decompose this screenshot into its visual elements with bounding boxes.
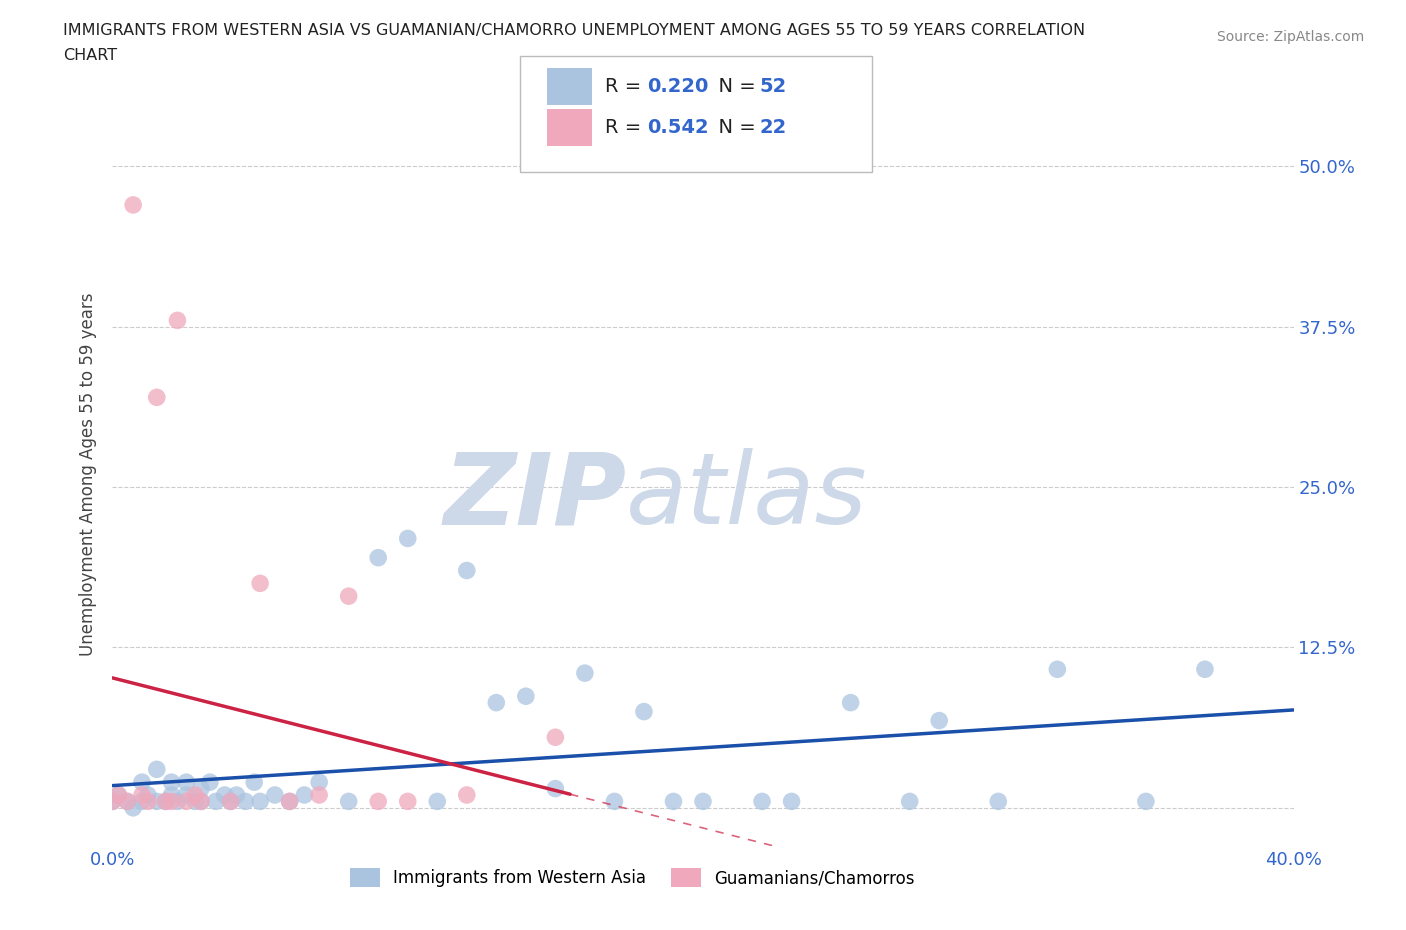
Point (131, 775, 153, 790)
Point (1135, 794, 1157, 809)
Text: R =: R = (605, 118, 647, 137)
Point (308, 775, 330, 790)
Point (839, 696, 862, 711)
Point (101, 794, 124, 809)
Text: Source: ZipAtlas.com: Source: ZipAtlas.com (1216, 30, 1364, 44)
Point (155, 794, 177, 809)
Point (101, 794, 124, 809)
Point (205, 794, 228, 809)
Point (662, 794, 685, 809)
Legend: Immigrants from Western Asia, Guamanians/Chamorros: Immigrants from Western Asia, Guamanians… (343, 861, 921, 894)
Text: 0.542: 0.542 (647, 118, 709, 137)
Point (337, 589, 360, 604)
Point (146, 794, 169, 809)
Point (692, 794, 714, 809)
Text: ZIP: ZIP (443, 448, 626, 545)
Point (264, 788, 287, 803)
Point (107, 788, 129, 803)
Point (928, 713, 950, 728)
Text: 52: 52 (759, 77, 786, 96)
Point (155, 794, 177, 809)
Text: IMMIGRANTS FROM WESTERN ASIA VS GUAMANIAN/CHAMORRO UNEMPLOYMENT AMONG AGES 55 TO: IMMIGRANTS FROM WESTERN ASIA VS GUAMANIA… (63, 23, 1085, 38)
Point (292, 788, 315, 803)
Point (574, 666, 596, 681)
Point (190, 794, 212, 809)
Point (308, 788, 330, 803)
Point (456, 563, 478, 578)
Point (160, 775, 183, 790)
Point (160, 794, 183, 809)
Point (1194, 662, 1216, 677)
Point (1046, 662, 1069, 677)
Point (190, 781, 212, 796)
Point (174, 794, 197, 809)
Point (107, 788, 129, 803)
Point (146, 762, 169, 777)
Point (485, 696, 508, 711)
Point (780, 794, 803, 809)
Point (898, 794, 921, 809)
Point (367, 551, 389, 565)
Point (166, 312, 188, 327)
Point (751, 794, 773, 809)
Point (117, 794, 138, 809)
Point (214, 788, 236, 803)
Point (219, 794, 242, 809)
Point (160, 788, 183, 803)
Point (396, 794, 419, 809)
Point (166, 794, 188, 809)
Point (233, 794, 256, 809)
Point (544, 730, 567, 745)
Text: N =: N = (706, 77, 762, 96)
Point (456, 788, 478, 803)
Point (426, 794, 449, 809)
Point (396, 531, 419, 546)
Point (633, 704, 655, 719)
Text: 22: 22 (759, 118, 786, 137)
Point (131, 788, 153, 803)
Point (136, 788, 159, 803)
Point (243, 775, 266, 790)
Point (136, 794, 159, 809)
Point (122, 801, 145, 816)
Point (122, 197, 145, 212)
Point (198, 775, 221, 790)
Text: N =: N = (706, 118, 762, 137)
Text: CHART: CHART (63, 48, 117, 63)
Point (337, 794, 360, 809)
Point (987, 794, 1010, 809)
Point (174, 788, 197, 803)
Point (544, 781, 567, 796)
Point (603, 794, 626, 809)
Point (278, 794, 301, 809)
Point (515, 689, 537, 704)
Text: atlas: atlas (626, 448, 868, 545)
Point (219, 794, 242, 809)
Point (190, 794, 212, 809)
Point (117, 794, 138, 809)
Point (278, 794, 301, 809)
Point (184, 794, 207, 809)
Y-axis label: Unemployment Among Ages 55 to 59 years: Unemployment Among Ages 55 to 59 years (79, 293, 97, 656)
Point (225, 788, 247, 803)
Point (367, 794, 389, 809)
Point (131, 794, 153, 809)
Point (249, 576, 271, 591)
Text: R =: R = (605, 77, 647, 96)
Point (146, 390, 169, 405)
Point (174, 775, 197, 790)
Point (184, 788, 207, 803)
Text: 0.220: 0.220 (647, 77, 709, 96)
Point (249, 794, 271, 809)
